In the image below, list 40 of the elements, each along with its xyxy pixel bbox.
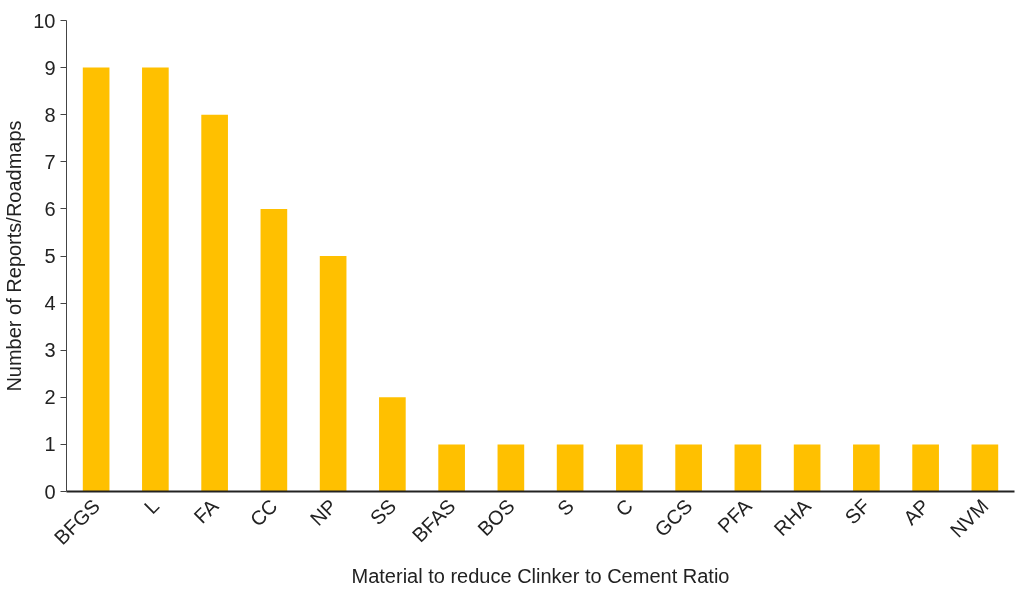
bar xyxy=(853,444,880,492)
x-tick-label: C xyxy=(611,494,638,521)
y-tick-label: 0 xyxy=(44,480,56,503)
bar xyxy=(201,114,228,492)
x-axis-title: Material to reduce Clinker to Cement Ratio xyxy=(351,564,730,587)
x-tick-label: PFA xyxy=(713,494,757,537)
bar xyxy=(260,208,288,492)
bar xyxy=(793,444,821,492)
bar xyxy=(379,397,406,492)
bar xyxy=(82,67,110,492)
y-tick-label: 9 xyxy=(44,56,56,79)
y-tick-label: 7 xyxy=(44,150,56,173)
bar xyxy=(734,444,762,492)
y-tick-label: 6 xyxy=(44,197,56,220)
bar xyxy=(556,444,584,492)
bar xyxy=(675,444,702,492)
y-tick-label: 5 xyxy=(44,245,56,267)
x-tick-label: FA xyxy=(189,494,223,528)
x-tick-label: AP xyxy=(898,494,934,530)
bar xyxy=(142,67,169,492)
x-tick-label: CC xyxy=(245,494,282,531)
x-tick-label: SS xyxy=(365,494,401,530)
y-tick-label: 8 xyxy=(44,103,56,126)
bar xyxy=(616,444,643,492)
bar xyxy=(912,444,939,492)
x-tick-label: L xyxy=(139,494,164,519)
x-tick-label: SF xyxy=(840,494,875,529)
y-tick-label: 10 xyxy=(33,9,56,32)
x-tick-label: S xyxy=(552,494,578,520)
bar xyxy=(497,444,525,492)
bar xyxy=(971,444,999,492)
y-axis-title: Number of Reports/Roadmaps xyxy=(3,120,26,392)
x-tick-label: NP xyxy=(305,494,341,530)
y-tick-label: 2 xyxy=(44,386,56,409)
x-tick-label: RHA xyxy=(769,494,816,541)
bar xyxy=(319,256,347,492)
bar xyxy=(438,444,465,492)
y-tick-label: 3 xyxy=(44,339,56,362)
y-tick-label: 1 xyxy=(44,433,56,456)
y-tick-label: 4 xyxy=(44,292,56,315)
